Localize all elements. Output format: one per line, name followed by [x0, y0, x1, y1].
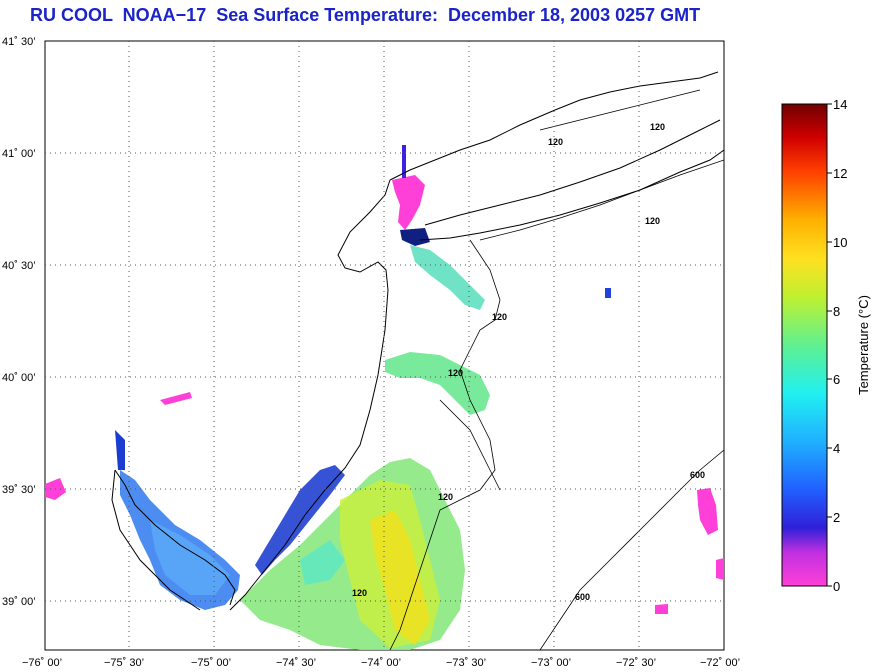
contour-label: 120	[492, 312, 507, 322]
colorbar-tick: 2	[833, 510, 840, 525]
lat-label: 41˚ 00’	[2, 148, 36, 160]
contour-120-shelf	[389, 239, 501, 650]
contour-label: 120	[645, 216, 660, 226]
lon-label: −74˚ 30’	[276, 657, 316, 669]
colorbar-gradient	[781, 103, 828, 587]
delaware-bay-west	[111, 469, 201, 611]
lon-label: −75˚ 00’	[191, 657, 231, 669]
lon-label: −73˚ 00’	[531, 657, 571, 669]
lon-label: −76˚ 00’	[22, 657, 62, 669]
contour-label: 600	[575, 592, 590, 602]
sst-patch-offshore-1	[697, 488, 718, 535]
contour-label: 120	[548, 137, 563, 147]
colorbar-tick: 4	[833, 441, 840, 456]
lon-label: −73˚ 30’	[446, 657, 486, 669]
sst-patch-hudson-river	[392, 175, 425, 230]
lat-label: 40˚ 30’	[2, 260, 36, 272]
sst-patch-speck-1	[605, 288, 611, 298]
sst-data-layer	[45, 145, 724, 650]
lon-label: −72˚ 30’	[616, 657, 656, 669]
contour-120-north	[539, 89, 701, 131]
sst-patch-hudson-plume	[410, 245, 485, 310]
sst-patch-midshelf	[385, 352, 490, 415]
lon-label-group: −76˚ 00’ −75˚ 30’ −75˚ 00’ −74˚ 30’ −74˚…	[22, 657, 740, 669]
colorbar-tick: 8	[833, 304, 840, 319]
colorbar-tick: 14	[833, 97, 847, 112]
sst-patch-shelf-warmer	[370, 510, 430, 645]
contour-120-li	[479, 159, 724, 241]
nj-coastline	[229, 179, 391, 611]
sst-patch-upper-bay	[115, 430, 125, 470]
sst-patch-speck-2	[655, 604, 668, 614]
contour-label: 600	[690, 470, 705, 480]
ct-coastline	[389, 71, 719, 181]
lon-label: −75˚ 30’	[104, 657, 144, 669]
contour-layer	[389, 89, 724, 650]
long-island-south	[419, 149, 724, 241]
lon-label: −72˚ 00’	[700, 657, 740, 669]
lat-label: 40˚ 00’	[2, 372, 36, 384]
contour-label: 120	[438, 492, 453, 502]
lon-label: −74˚ 00’	[361, 657, 401, 669]
delaware-bay-east	[114, 469, 236, 606]
sst-patch-ny-harbor	[400, 228, 430, 246]
contour-600	[539, 449, 724, 650]
contour-label: 120	[448, 368, 463, 378]
colorbar-tick: 10	[833, 235, 847, 250]
colorbar-tick: 6	[833, 372, 840, 387]
sst-patch-delaware-bay-inner	[150, 520, 230, 595]
contour-label: 120	[650, 122, 665, 132]
lat-label-group: 41˚ 30’ 41˚ 00’ 40˚ 30’ 40˚ 00’ 39˚ 30’ …	[2, 36, 36, 608]
map-title: RU COOL NOAA−17 Sea Surface Temperature:…	[30, 5, 701, 25]
colorbar-title: Temperature (°C)	[856, 295, 871, 395]
colorbar-tick: 12	[833, 166, 847, 181]
lat-label: 39˚ 30’	[2, 484, 36, 496]
lat-label: 41˚ 30’	[2, 36, 36, 48]
contour-hudson-canyon	[439, 399, 501, 491]
coastline-layer	[111, 71, 724, 611]
sst-patch-shelf-cool	[300, 540, 345, 585]
graticule	[45, 41, 724, 650]
long-island-north	[424, 119, 721, 226]
colorbar-tick: 0	[833, 579, 840, 594]
sst-patch-west-2	[160, 392, 192, 405]
colorbar: 14 12 10 8 6 4 2 0 Temperature (°C)	[781, 97, 871, 594]
lat-label: 39˚ 00’	[2, 596, 36, 608]
contour-label-group: 120 120 120 120 120 120 120 600 600	[352, 122, 705, 602]
sst-patch-offshore-2	[716, 558, 724, 580]
contour-label: 120	[352, 588, 367, 598]
